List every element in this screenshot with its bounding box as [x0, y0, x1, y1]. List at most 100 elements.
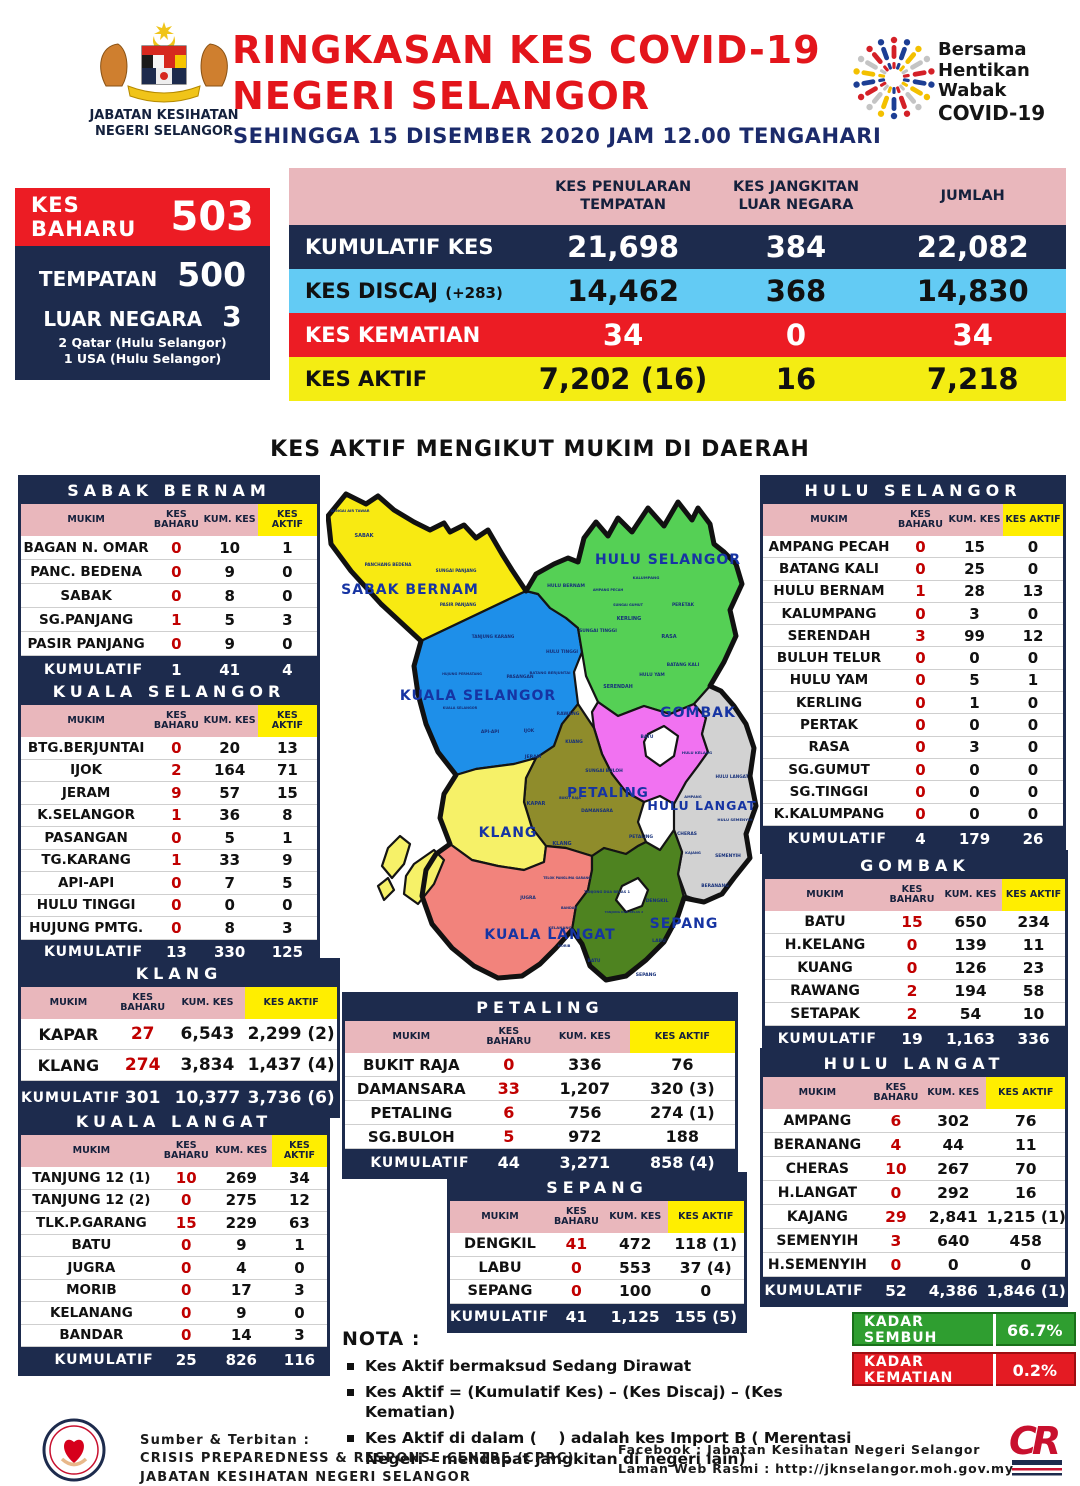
map-mukim-label: PETALING: [629, 834, 653, 840]
kum-kes-value: 9: [236, 1236, 247, 1255]
kum-kes-value: 100: [619, 1282, 652, 1301]
mukim-name: PETALING: [370, 1103, 453, 1122]
kes-baharu-value: 0: [503, 1055, 515, 1074]
mukim-name: KAJANG: [786, 1208, 848, 1225]
kum-kes-value: 2,841: [928, 1207, 978, 1226]
kum-kes-value: 650: [954, 913, 987, 931]
district-table-hulu-langat: HULU LANGAT MUKIM KES BAHARU KUM. KES KES AK…: [760, 1048, 1068, 1307]
kes-baharu-value: 1: [171, 806, 182, 825]
kumulatif-value: 336: [1017, 1030, 1050, 1048]
kes-aktif-value: 76: [671, 1055, 694, 1074]
kum-kes-value: 194: [954, 982, 987, 1000]
map-mukim-label: KAPAR: [527, 801, 546, 807]
kes-baharu-value: 2: [171, 761, 182, 780]
campaign-burst-icon: [853, 36, 935, 120]
kumulatif-value: 41: [565, 1307, 588, 1326]
district-table-sabak-bernam: SABAK BERNAM MUKIM KES BAHARU KUM. KES KES A…: [18, 475, 320, 686]
mukim-name: SG.TINGGI: [789, 783, 869, 800]
summary-row-label: KES KEMATIAN: [305, 323, 481, 347]
kes-aktif-value: 13: [1022, 582, 1044, 601]
mukim-row: MORIB 0 17 3: [21, 1280, 327, 1302]
kumulatif-row: KUMULATIF 4 179 26: [763, 825, 1063, 852]
kumulatif-value: 1: [171, 660, 182, 679]
nota-title: NOTA :: [342, 1328, 421, 1350]
death-rate-value: 0.2%: [1012, 1360, 1057, 1380]
kes-baharu-value: 6: [503, 1103, 515, 1122]
kum-kes-value: 229: [225, 1213, 257, 1232]
kes-baharu-value: 2: [906, 1005, 918, 1023]
kes-baharu-value: 0: [171, 538, 182, 557]
mukim-name: SEPANG: [467, 1283, 533, 1300]
recovery-rate-value: 66.7%: [1007, 1320, 1063, 1340]
mukim-row: K.KALUMPANG 0 0 0: [763, 804, 1063, 826]
kumulatif-label: KUMULATIF: [764, 1282, 864, 1299]
map-mukim-label: KUANG: [565, 739, 583, 745]
mukim-row: SG.PANJANG 1 5 3: [21, 608, 317, 632]
kes-aktif-value: 63: [288, 1213, 310, 1232]
kumulatif-value: 858 (4): [649, 1153, 715, 1172]
summary-row-label: KES DISCAJ (+283): [305, 279, 503, 303]
map-mukim-label: HULU BERNAM: [547, 583, 585, 589]
mukim-name: BULUH TELUR: [776, 650, 882, 667]
mukim-row: SG.TINGGI 0 0 0: [763, 781, 1063, 804]
kum-kes-value: 275: [225, 1191, 257, 1210]
kes-aktif-value: 0: [282, 562, 293, 581]
mukim-name: PASIR PANJANG: [27, 635, 145, 652]
kes-baharu-value: 0: [171, 873, 182, 892]
col-header-baharu: KES BAHARU: [153, 709, 199, 731]
kes-aktif-value: 0: [700, 1282, 712, 1301]
summary-row-kematian: KES KEMATIAN 34 0 34: [289, 313, 1066, 357]
burst-ray: [890, 87, 898, 120]
nota-item-2: Kes Aktif = (Kumulatif Kes) – (Kes Disca…: [342, 1382, 862, 1422]
kes-aktif-value: 0: [282, 586, 293, 605]
mukim-name: TANJUNG 12 (1): [32, 1169, 151, 1186]
summary-row-discaj: KES DISCAJ (+283) 14,462 368 14,830: [289, 269, 1066, 313]
kes-baharu-value: 5: [503, 1127, 515, 1146]
mukim-row: TLK.P.GARANG 15 229 63: [21, 1212, 327, 1235]
kumulatif-row: KUMULATIF 19 1,163 336: [765, 1026, 1065, 1052]
kum-kes-value: 0: [224, 896, 235, 915]
district-table-title: HULU LANGAT: [763, 1051, 1065, 1077]
kes-baharu-value: 0: [181, 1281, 192, 1300]
kumulatif-value: 13: [165, 943, 187, 962]
kumulatif-value: 1,125: [610, 1307, 660, 1326]
summary-value: 16: [775, 362, 817, 396]
mukim-name: SG.PANJANG: [39, 611, 134, 628]
col-header-baharu: KES BAHARU: [873, 1081, 919, 1103]
kum-kes-value: 0: [947, 1255, 959, 1274]
mukim-name: K.SELANGOR: [37, 807, 136, 824]
map-mukim-label: KAJANG: [685, 851, 701, 855]
kum-kes-value: 9: [236, 1303, 247, 1322]
kes-baharu-value: 0: [171, 586, 182, 605]
burst-ray: [857, 55, 887, 75]
map-mukim-label: HULU YAM: [639, 672, 665, 678]
mukim-name: KELANANG: [49, 1304, 133, 1321]
kum-kes-value: 267: [937, 1159, 970, 1178]
mukim-row: TANJUNG 12 (2) 0 275 12: [21, 1190, 327, 1212]
summary-value: 384: [765, 230, 827, 264]
mukim-row: CHERAS 10 267 70: [763, 1157, 1065, 1181]
bullet-icon: [347, 1363, 354, 1370]
mukim-name: KALUMPANG: [781, 605, 877, 622]
mukim-row: LABU 0 553 37 (4): [450, 1257, 744, 1280]
district-table-title: KUALA LANGAT: [21, 1109, 327, 1135]
section-title: KES AKTIF MENGIKUT MUKIM DI DAERAH: [270, 437, 810, 462]
kum-kes-value: 5: [969, 671, 980, 690]
mukim-name: IJOK: [70, 762, 103, 779]
mukim-row: HULU BERNAM 1 28 13: [763, 581, 1063, 603]
district-table-header: MUKIM KES BAHARU KUM. KES KES AKTIF: [763, 504, 1063, 536]
mukim-name: PANC. BEDENA: [30, 563, 143, 580]
kes-baharu-value: 33: [497, 1079, 520, 1098]
col-header-baharu: KES BAHARU: [486, 1025, 532, 1047]
kes-aktif-value: 10: [1022, 1005, 1045, 1023]
death-rate-label: KADAR KEMATIAN: [864, 1354, 954, 1386]
burst-ray: [853, 68, 886, 78]
map-mukim-label: BATANG KALI: [667, 662, 700, 668]
new-cases-label: KES BAHARU: [31, 193, 137, 241]
kumulatif-value: 1,163: [945, 1030, 996, 1048]
kes-baharu-value: 1: [171, 851, 182, 870]
kes-aktif-value: 1: [282, 828, 293, 847]
col-header-kum: KUM. KES: [203, 513, 256, 525]
mukim-row: BAGAN N. OMAR 0 10 1: [21, 536, 317, 560]
kes-aktif-value: 8: [282, 806, 293, 825]
